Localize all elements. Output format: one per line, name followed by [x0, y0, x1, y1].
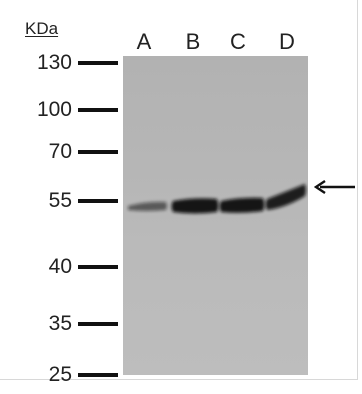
marker-tick-40	[78, 265, 118, 269]
band-lane-b	[171, 198, 219, 214]
marker-tick-25	[78, 373, 118, 377]
unit-label: KDa	[25, 19, 59, 38]
marker-label-35: 35	[48, 312, 72, 335]
marker-tick-70	[78, 150, 118, 154]
marker-label-70: 70	[48, 140, 72, 163]
marker-tick-100	[78, 108, 118, 112]
marker-label-100: 100	[36, 98, 72, 121]
marker-tick-130	[78, 61, 118, 65]
marker-tick-55	[78, 199, 118, 203]
marker-label-40: 40	[48, 255, 72, 278]
marker-label-55: 55	[48, 189, 72, 212]
marker-label-130: 130	[36, 51, 72, 74]
band-lane-a	[128, 201, 167, 211]
lane-label-c: C	[230, 29, 246, 54]
band-layer	[128, 184, 306, 214]
figure-frame	[0, 0, 358, 380]
marker-tick-35	[78, 322, 118, 326]
blot-membrane	[123, 56, 308, 375]
band-lane-c	[219, 197, 265, 213]
lane-label-a: A	[136, 29, 152, 54]
arrow-left-icon	[314, 180, 355, 194]
marker-label-25: 25	[48, 363, 72, 386]
lane-label-b: B	[185, 29, 201, 54]
band-lane-d	[265, 184, 306, 210]
lane-label-d: D	[279, 29, 295, 54]
